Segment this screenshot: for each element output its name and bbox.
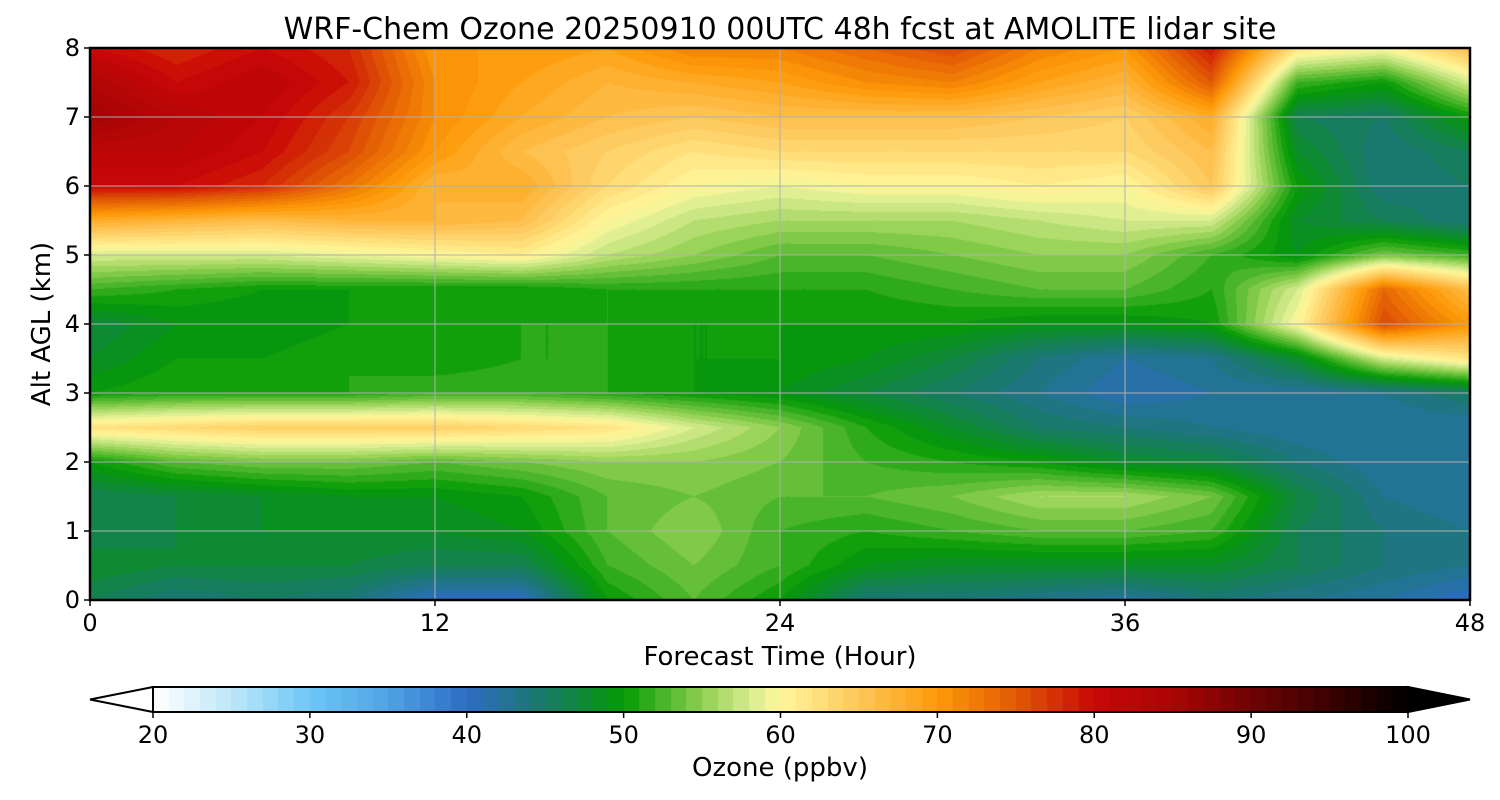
y-tick-label: 6 xyxy=(65,172,80,200)
colorbar-tick-label: 30 xyxy=(295,721,326,749)
y-tick-label: 1 xyxy=(65,517,80,545)
colorbar-tick-label: 50 xyxy=(608,721,639,749)
y-tick-label: 7 xyxy=(65,103,80,131)
x-axis-title: Forecast Time (Hour) xyxy=(643,642,916,672)
colorbar-tick-label: 40 xyxy=(451,721,482,749)
colorbar-extend-high xyxy=(1407,685,1471,714)
colorbar-ticks: 20 30 40 50 60 70 80 90 100 xyxy=(138,712,1431,749)
colorbar-tick-label: 90 xyxy=(1236,721,1267,749)
y-tick-label: 3 xyxy=(65,379,80,407)
x-tick-label: 12 xyxy=(420,609,451,637)
y-axis-title: Alt AGL (km) xyxy=(27,242,57,406)
colorbar-tick-label: 70 xyxy=(922,721,953,749)
x-tick-label: 24 xyxy=(765,609,796,637)
x-axis: 0 12 24 36 48 xyxy=(82,600,1485,637)
colorbar-tick-label: 60 xyxy=(765,721,796,749)
colorbar-tick-label: 100 xyxy=(1385,721,1431,749)
x-tick-label: 48 xyxy=(1455,609,1486,637)
y-tick-label: 0 xyxy=(65,586,80,614)
colorbar-label: Ozone (ppbv) xyxy=(692,753,868,783)
y-axis: 0 1 2 3 4 5 6 7 8 xyxy=(65,34,90,614)
colorbar-tick-label: 20 xyxy=(138,721,169,749)
y-tick-label: 5 xyxy=(65,241,80,269)
colorbar-gradient xyxy=(153,687,1408,712)
colorbar-tick-label: 80 xyxy=(1079,721,1110,749)
chart-title: WRF-Chem Ozone 20250910 00UTC 48h fcst a… xyxy=(284,12,1277,47)
colorbar-extend-low xyxy=(89,685,154,714)
colorbar: 20 30 40 50 60 70 80 90 100 Ozone (ppbv) xyxy=(89,685,1471,783)
x-tick-label: 0 xyxy=(82,609,97,637)
y-tick-label: 4 xyxy=(65,310,80,338)
y-tick-label: 8 xyxy=(65,34,80,62)
y-tick-label: 2 xyxy=(65,448,80,476)
x-tick-label: 36 xyxy=(1110,609,1141,637)
